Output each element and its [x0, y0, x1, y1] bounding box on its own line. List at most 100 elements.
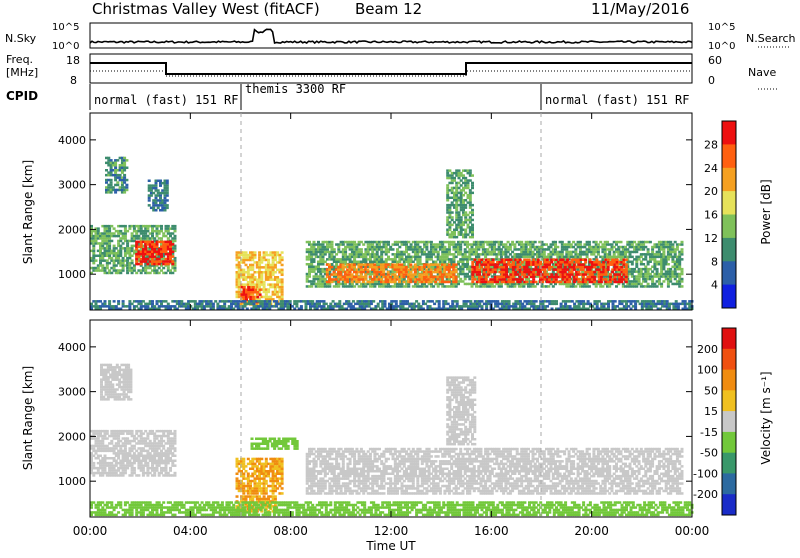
scatter-cell [114, 162, 117, 165]
scatter-cell [326, 273, 329, 276]
scatter-cell [547, 285, 550, 288]
scatter-cell [133, 227, 136, 230]
scatter-cell [588, 241, 591, 244]
scatter-cell [216, 303, 219, 306]
scatter-cell [110, 181, 113, 184]
scatter-cell [439, 271, 442, 274]
scatter-cell [108, 300, 111, 303]
scatter-cell [247, 271, 250, 274]
scatter-cell [212, 303, 215, 306]
scatter-cell [504, 243, 507, 246]
scatter-cell [214, 300, 217, 303]
scatter-cell [272, 261, 275, 264]
scatter-cell [335, 278, 338, 281]
scatter-cell [387, 241, 390, 244]
scatter-cell [571, 273, 574, 276]
scatter-cell [462, 209, 465, 212]
scatter-cell [485, 276, 488, 279]
scatter-cell [647, 270, 650, 273]
scatter-cell [522, 285, 525, 288]
scatter-cell [394, 258, 397, 261]
scatter-cell [123, 169, 126, 172]
scatter-cell [113, 250, 116, 253]
scatter-cell [409, 266, 412, 269]
scatter-cell [681, 280, 684, 283]
scatter-cell [605, 278, 608, 281]
scatter-cell [169, 269, 172, 272]
scatter-cell [507, 241, 510, 244]
scatter-cell [243, 286, 246, 289]
scatter-cell [678, 275, 681, 278]
scatter-cell [651, 280, 654, 283]
scatter-cell [164, 202, 167, 205]
scatter-cell [498, 246, 501, 249]
scatter-cell [681, 243, 684, 246]
scatter-cell [106, 259, 109, 262]
scatter-cell [369, 258, 372, 261]
scatter-cell [458, 211, 461, 214]
scatter-cell [446, 194, 449, 197]
scatter-cell [410, 258, 413, 261]
scatter-cell [151, 253, 154, 256]
scatter-cell [441, 276, 444, 279]
scatter-cell [625, 259, 628, 262]
scatter-cell [453, 221, 456, 224]
scatter-cell [608, 285, 611, 288]
scatter-cell [427, 266, 430, 269]
scatter-cell [380, 278, 383, 281]
scatter-cell [544, 276, 547, 279]
scatter-cell [453, 261, 456, 264]
scatter-cell [662, 251, 665, 254]
scatter-cell [469, 201, 472, 204]
scatter-cell [436, 278, 439, 281]
scatter-cell [223, 303, 226, 306]
scatter-cell [561, 253, 564, 256]
scatter-cell [474, 259, 477, 262]
scatter-cell [276, 251, 279, 254]
scatter-cell [647, 263, 650, 266]
scatter-cell [609, 281, 612, 284]
scatter-cell [382, 268, 385, 271]
scatter-cell [667, 258, 670, 261]
scatter-cell [263, 286, 266, 289]
scatter-cell [371, 251, 374, 254]
scatter-cell [414, 281, 417, 284]
scatter-cell [108, 237, 111, 240]
scatter-cell [124, 255, 127, 258]
scatter-cell [166, 194, 169, 197]
freq-unit-label: [MHz] [6, 66, 38, 79]
scatter-cell [128, 227, 131, 230]
scatter-cell [119, 245, 122, 248]
scatter-cell [122, 242, 125, 245]
scatter-cell [480, 276, 483, 279]
scatter-cell [620, 276, 623, 279]
scatter-cell [117, 257, 120, 260]
scatter-cell [113, 232, 116, 235]
scatter-cell [325, 303, 328, 306]
scatter-cell [638, 258, 641, 261]
scatter-cell [545, 243, 548, 246]
scatter-cell [512, 261, 515, 264]
scatter-cell [478, 273, 481, 276]
scatter-cell [242, 269, 245, 272]
scatter-cell [313, 270, 316, 273]
scatter-cell [478, 261, 481, 264]
scatter-cell [464, 221, 467, 224]
scatter-cell [495, 256, 498, 259]
scatter-cell [614, 276, 617, 279]
scatter-cell [256, 296, 259, 299]
scatter-cell [108, 242, 111, 245]
scatter-cell [425, 273, 428, 276]
scatter-cell [174, 247, 177, 250]
scatter-cell [258, 254, 261, 256]
scatter-cell [158, 263, 161, 266]
scatter-cell [375, 268, 378, 271]
scatter-cell [541, 246, 544, 249]
scatter-cell [437, 285, 440, 288]
scatter-cell [322, 275, 325, 278]
scatter-cell [678, 283, 681, 286]
scatter-cell [337, 268, 340, 271]
scatter-cell [254, 289, 257, 292]
scatter-cell [471, 229, 474, 232]
